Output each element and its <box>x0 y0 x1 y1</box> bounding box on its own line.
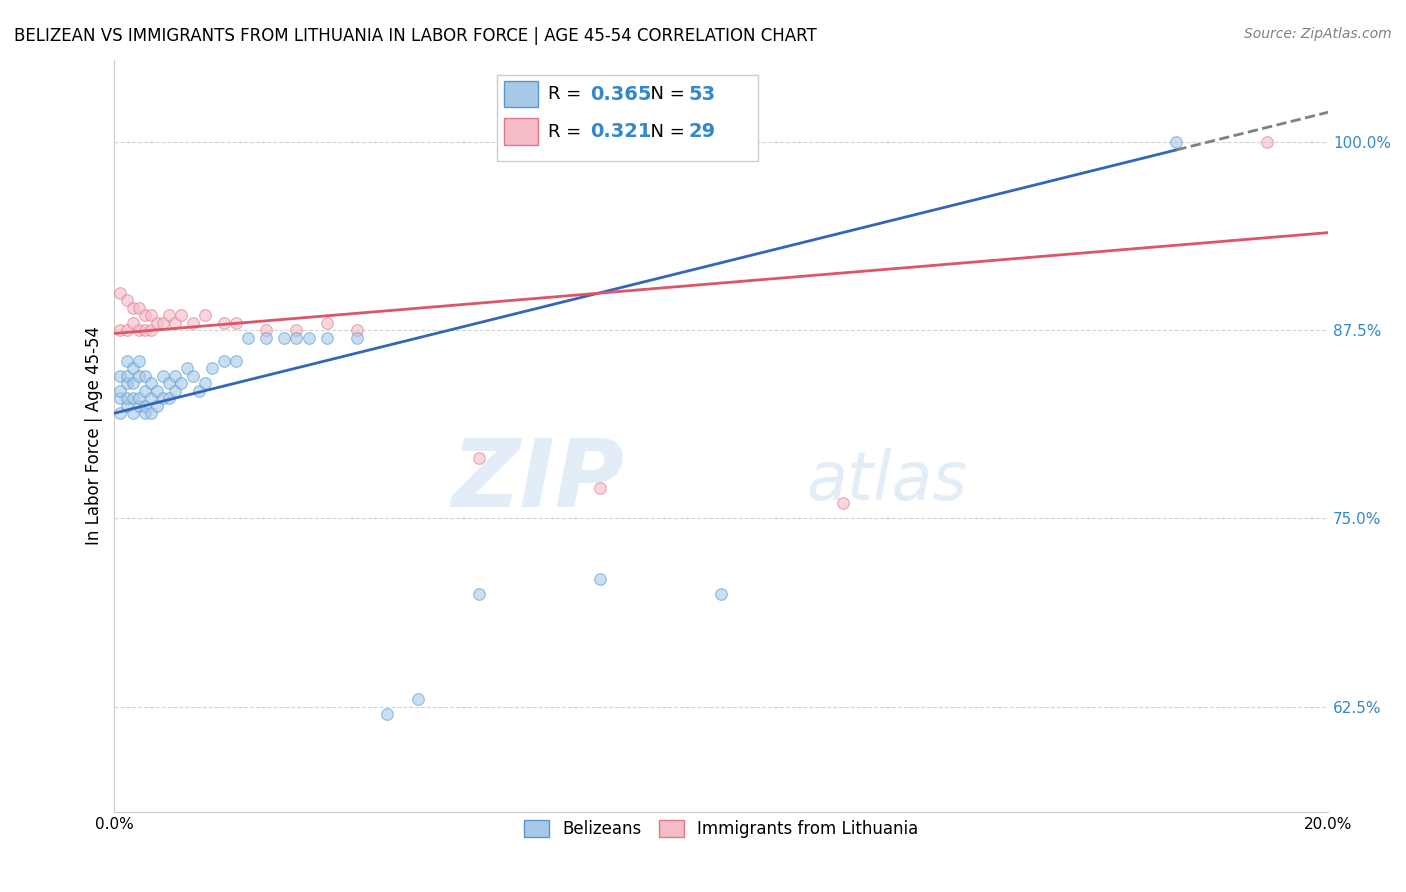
Point <box>115 376 138 390</box>
Point <box>110 285 132 300</box>
Point <box>165 368 187 383</box>
Point <box>152 368 174 383</box>
Point <box>165 384 187 398</box>
Point <box>212 353 235 368</box>
Point <box>139 406 162 420</box>
Text: 29: 29 <box>689 122 716 141</box>
Point <box>831 496 853 510</box>
Point <box>110 406 132 420</box>
Point <box>152 316 174 330</box>
Point <box>134 406 156 420</box>
Text: ZIP: ZIP <box>451 435 624 527</box>
Point <box>115 391 138 405</box>
Point <box>157 376 180 390</box>
Point <box>212 316 235 330</box>
Point <box>121 406 143 420</box>
Point <box>170 376 193 390</box>
Point <box>589 482 612 496</box>
Point <box>346 331 368 345</box>
Point <box>236 331 259 345</box>
Point <box>115 368 138 383</box>
Point <box>139 323 162 337</box>
Point <box>110 323 132 337</box>
Point <box>273 331 295 345</box>
Text: R =: R = <box>548 123 586 141</box>
Text: 53: 53 <box>689 85 716 103</box>
Point <box>121 301 143 315</box>
Point <box>1166 136 1188 150</box>
Point <box>225 316 247 330</box>
Point <box>297 331 319 345</box>
Text: BELIZEAN VS IMMIGRANTS FROM LITHUANIA IN LABOR FORCE | AGE 45-54 CORRELATION CHA: BELIZEAN VS IMMIGRANTS FROM LITHUANIA IN… <box>14 27 817 45</box>
Point <box>346 323 368 337</box>
FancyBboxPatch shape <box>503 80 538 107</box>
Text: 0.321: 0.321 <box>591 122 652 141</box>
Point <box>181 316 204 330</box>
Point <box>225 353 247 368</box>
Point <box>200 361 222 376</box>
Point <box>315 331 337 345</box>
Text: R =: R = <box>548 86 586 103</box>
Point <box>406 692 429 706</box>
Point <box>121 376 143 390</box>
Point <box>1256 136 1278 150</box>
Text: 0.365: 0.365 <box>591 85 652 103</box>
Point <box>115 399 138 413</box>
Point <box>146 399 169 413</box>
Point <box>589 572 612 586</box>
Point <box>139 391 162 405</box>
Point <box>121 361 143 376</box>
Point <box>254 331 277 345</box>
Point <box>152 391 174 405</box>
Point <box>146 316 169 330</box>
Point <box>254 323 277 337</box>
Point <box>146 384 169 398</box>
Text: Source: ZipAtlas.com: Source: ZipAtlas.com <box>1244 27 1392 41</box>
Legend: Belizeans, Immigrants from Lithuania: Belizeans, Immigrants from Lithuania <box>517 814 925 845</box>
Point <box>194 376 217 390</box>
Point <box>128 323 150 337</box>
Point <box>710 587 733 601</box>
Point <box>115 293 138 308</box>
Point <box>377 707 399 722</box>
Point <box>128 399 150 413</box>
Point <box>139 376 162 390</box>
Point <box>170 309 193 323</box>
Point <box>128 368 150 383</box>
Point <box>467 587 489 601</box>
Point <box>285 323 308 337</box>
Point <box>110 384 132 398</box>
Point <box>194 309 217 323</box>
Point <box>110 391 132 405</box>
Point <box>121 391 143 405</box>
Point <box>157 309 180 323</box>
Point <box>115 323 138 337</box>
Text: atlas: atlas <box>806 448 967 514</box>
Point <box>134 399 156 413</box>
Point <box>128 301 150 315</box>
Point <box>134 309 156 323</box>
Point <box>115 353 138 368</box>
Point <box>157 391 180 405</box>
Point <box>128 353 150 368</box>
Point <box>188 384 211 398</box>
FancyBboxPatch shape <box>496 75 758 161</box>
Point <box>110 368 132 383</box>
Point <box>134 384 156 398</box>
Point <box>128 391 150 405</box>
Point <box>467 451 489 466</box>
Point <box>139 309 162 323</box>
Text: N =: N = <box>638 123 690 141</box>
Point <box>181 368 204 383</box>
Point <box>315 316 337 330</box>
Y-axis label: In Labor Force | Age 45-54: In Labor Force | Age 45-54 <box>86 326 103 545</box>
Point <box>121 316 143 330</box>
Point <box>176 361 198 376</box>
Point <box>285 331 308 345</box>
Text: N =: N = <box>638 86 690 103</box>
FancyBboxPatch shape <box>503 119 538 145</box>
Point <box>134 323 156 337</box>
Point <box>165 316 187 330</box>
Point <box>134 368 156 383</box>
